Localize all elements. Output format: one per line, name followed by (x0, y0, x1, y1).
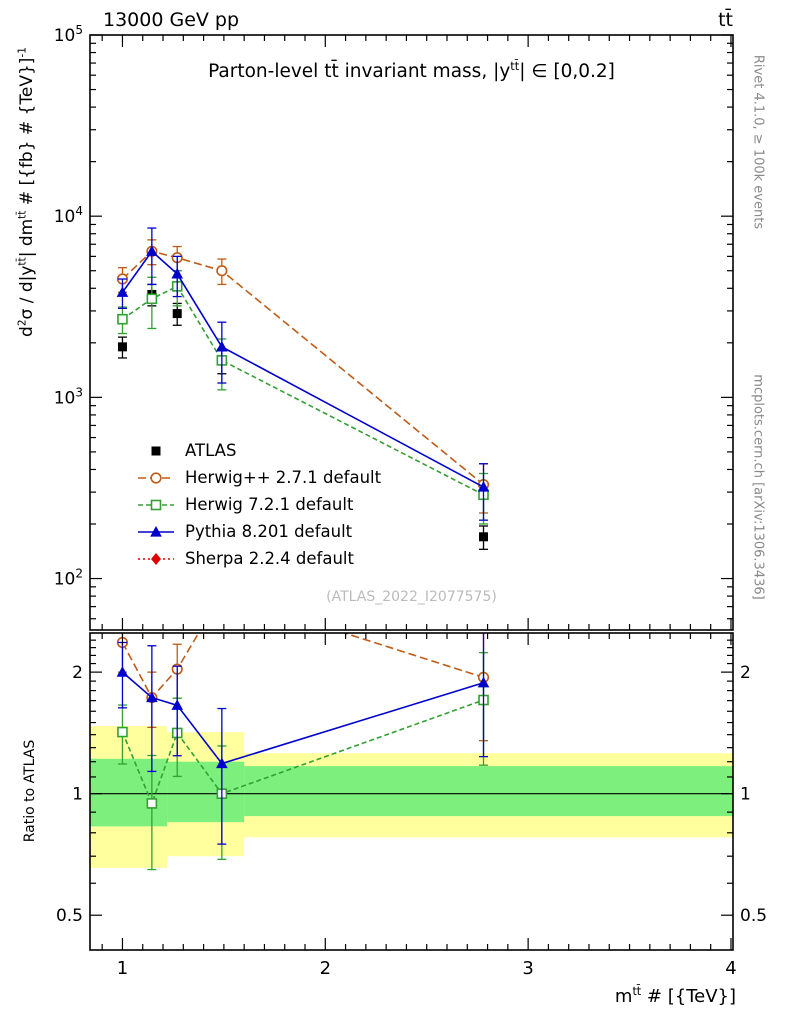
plot-title: Parton-level tt̄ invariant mass, |ytt̄| … (90, 58, 733, 82)
plot-title-text2: | ∈ [0,0.2] (519, 61, 615, 82)
x-axis-title: mtt̄ # [{TeV}] (614, 985, 736, 1007)
ratio-band-inner (244, 766, 733, 817)
ratio-tick-label-left: 0.5 (56, 906, 83, 926)
legend-item-sherpa-2-2-4-default: Sherpa 2.2.4 default (136, 545, 381, 572)
diamond-filled-legend-icon (138, 552, 174, 565)
ratio-tick-label-right: 1 (740, 785, 751, 805)
y-axis-title: d2σ / d|ytt̄| dmtt̄ # [{fb} # {TeV}]-1 (16, 47, 37, 337)
ratio-band-inner (90, 758, 168, 827)
legend-item-herwig-2-7-1-default: Herwig++ 2.7.1 default (136, 464, 381, 491)
ratio-axis-title: Ratio to ATLAS (22, 739, 38, 843)
legend-label: ATLAS (185, 441, 237, 460)
ratio-band-inner (167, 761, 245, 823)
main-panel-frame (89, 34, 734, 631)
y-tick-label: 102 (54, 567, 83, 590)
series-pythia-8-201-default (116, 227, 490, 521)
y-tick-label: 104 (54, 204, 83, 227)
plot-title-text: Parton-level tt̄ invariant mass, |y (208, 61, 511, 82)
x-tick-label: 2 (320, 958, 331, 979)
x-tick-label: 1 (117, 958, 128, 979)
plot-title-sup: tt̄ (510, 58, 520, 73)
ratio-tick-label-right: 0.5 (740, 906, 767, 926)
series-pythia-8-201-default (116, 633, 490, 845)
rivet-version-note: Rivet 4.1.0, ≥ 100k events (750, 54, 766, 230)
analysis-id-watermark: (ATLAS_2022_I2077575) (326, 589, 497, 605)
legend-item-herwig-7-2-1-default: Herwig 7.2.1 default (136, 491, 381, 518)
ratio-tick-label-right: 2 (740, 663, 751, 683)
legend-item-pythia-8-201-default: Pythia 8.201 default (136, 518, 381, 545)
circle-open-legend-icon (138, 471, 174, 484)
mcplots-reference-note: mcplots.cern.ch [arXiv:1306.3436] (750, 374, 766, 600)
ratio-panel-frame (89, 632, 734, 951)
beam-energy-label: 13000 GeV pp (103, 9, 240, 31)
process-label: tt̄ (718, 9, 733, 31)
legend-item-atlas: ATLAS (136, 437, 381, 464)
y-tick-label: 105 (54, 23, 83, 46)
x-tick-label: 4 (725, 958, 736, 979)
triangle-filled-legend-icon (138, 525, 174, 537)
legend: ATLAS Herwig++ 2.7.1 default Herwig 7.2.1 … (136, 437, 381, 572)
y-tick-label: 103 (54, 385, 83, 408)
ratio-tick-label-left: 2 (72, 663, 83, 683)
legend-label: Sherpa 2.2.4 default (185, 549, 354, 568)
legend-label: Herwig++ 2.7.1 default (185, 468, 382, 487)
ratio-tick-label-left: 1 (72, 785, 83, 805)
legend-label: Herwig 7.2.1 default (185, 495, 354, 514)
square-filled-legend-icon (151, 446, 161, 455)
x-tick-label: 3 (522, 958, 533, 979)
legend-label: Pythia 8.201 default (185, 522, 353, 541)
square-open-legend-icon (138, 499, 174, 510)
